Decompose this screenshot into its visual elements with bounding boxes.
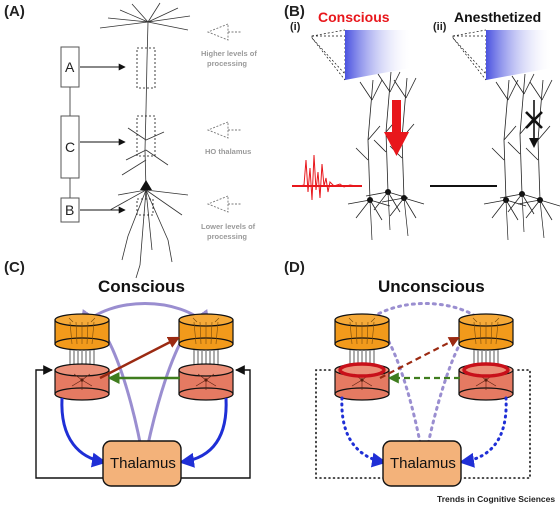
- panel-c-title: Conscious: [98, 277, 185, 296]
- panel-a-label: (A): [4, 3, 25, 20]
- annotation-higher-2: processing: [207, 59, 247, 68]
- thalamus-label-c: Thalamus: [110, 455, 176, 472]
- cortical-column-right-d: [458, 313, 514, 401]
- anesthetized-heading: Anesthetized: [454, 9, 541, 25]
- box-a: [60, 46, 80, 88]
- panel-d-label: (D): [284, 259, 305, 276]
- box-b: [60, 197, 80, 223]
- panel-b: (B) (i) (ii) Conscious Anesthetized: [284, 3, 560, 241]
- pyramidal-neuron-drawing: [99, 2, 191, 279]
- neurons-anesthetized: [483, 73, 560, 241]
- box-c-letter: C: [65, 139, 75, 155]
- red-eeg-trace: [292, 154, 362, 201]
- annotation-ho-thalamus: HO thalamus: [205, 147, 251, 156]
- neurons-conscious: [347, 71, 425, 241]
- panel-c: (C) Conscious Thalamus: [4, 259, 251, 487]
- sub-label-i: (i): [290, 21, 301, 33]
- panel-a: (A) A C B: [4, 2, 257, 279]
- annotation-lower-2: processing: [207, 232, 247, 241]
- box-c: [60, 115, 80, 179]
- thalamus-label-d: Thalamus: [390, 455, 456, 472]
- panel-d: (D) Unconscious Thalamus: [284, 259, 531, 487]
- panel-c-label: (C): [4, 259, 25, 276]
- red-ring-right: [462, 362, 510, 378]
- sub-label-ii: (ii): [433, 21, 447, 33]
- cortical-column-right: [178, 313, 234, 401]
- annotation-lower-1: Lower levels of: [201, 222, 256, 231]
- red-ring-left: [338, 362, 386, 378]
- conscious-heading: Conscious: [318, 9, 390, 25]
- cortical-column-left: [54, 313, 110, 401]
- thalamus-box-d: [382, 440, 462, 487]
- annotation-higher-1: Higher levels of: [201, 49, 257, 58]
- blocked-arrow: [525, 100, 543, 148]
- panel-d-title: Unconscious: [378, 277, 485, 296]
- red-down-arrow: [384, 100, 409, 156]
- cortical-column-left-d: [334, 313, 390, 401]
- box-b-letter: B: [65, 202, 74, 218]
- box-a-letter: A: [65, 59, 75, 75]
- thalamus-box-c: [102, 440, 182, 487]
- panel-b-label: (B): [284, 3, 305, 20]
- footer-credit: Trends in Cognitive Sciences: [437, 494, 555, 504]
